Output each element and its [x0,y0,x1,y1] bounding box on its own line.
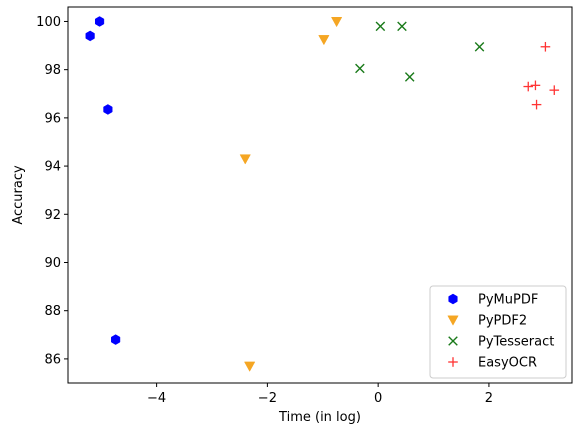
y-tick-label: 98 [44,63,61,78]
x-marker-stroke [474,41,485,52]
legend-marker-easyocr [448,357,458,367]
data-point-pymupdf [85,30,95,42]
legend-label-pytesseract: PyTesseract [478,335,554,350]
legend-label-pymupdf: PyMuPDF [478,293,538,308]
data-point-easyocr [523,81,534,92]
data-point-pypdf2 [244,361,256,372]
y-tick-label: 90 [44,256,61,271]
legend-marker-pypdf2 [447,315,459,326]
data-point-pypdf2 [318,35,330,46]
data-point-easyocr [531,99,542,110]
plot-area [85,16,560,372]
x-tick-label: 0 [374,391,382,406]
series-easyocr [523,41,560,110]
y-tick-label: 86 [44,352,61,367]
x-tick-label: −4 [147,391,166,406]
data-point-easyocr [540,41,551,52]
x-marker-stroke [375,21,386,32]
data-point-pypdf2 [330,17,343,28]
series-pypdf2 [239,17,343,372]
data-point-pymupdf [111,334,121,345]
data-point-pypdf2 [239,154,251,165]
legend-marker-pytesseract [448,336,458,346]
x-marker-stroke [397,21,407,32]
data-point-pymupdf [103,104,113,115]
x-marker-stroke [404,72,415,82]
legend-label-easyocr: EasyOCR [478,356,537,371]
series-pytesseract [355,21,485,82]
legend-label-pypdf2: PyPDF2 [478,314,527,329]
data-point-pytesseract [397,21,407,32]
plot-frame [67,6,573,384]
y-tick-label: 88 [44,304,61,319]
axes: −4 −2 0 2 86 88 90 92 94 96 98 100 [36,6,573,406]
data-point-pytesseract [355,63,365,74]
x-marker-stroke [448,336,458,346]
data-point-pytesseract [474,41,485,52]
data-point-pymupdf [94,16,105,27]
y-tick-label: 94 [44,160,61,175]
y-axis-label: Accuracy [11,165,26,225]
y-tick-label: 100 [36,15,61,30]
data-point-easyocr [530,80,541,91]
legend: PyMuPDF PyPDF2 PyTesseract EasyOCR [429,285,567,379]
y-tick-label: 92 [44,208,61,223]
legend-marker-pymupdf [448,293,458,305]
x-tick-label: 2 [485,391,493,406]
y-tick-label: 96 [44,111,61,126]
data-point-easyocr [549,85,560,95]
x-tick-label: −2 [258,391,277,406]
data-point-pytesseract [404,72,415,82]
series-pymupdf [85,16,121,345]
x-marker-stroke [355,63,365,74]
data-point-pytesseract [375,21,386,32]
x-axis-label: Time (in log) [278,410,361,425]
legend-box [429,285,567,379]
